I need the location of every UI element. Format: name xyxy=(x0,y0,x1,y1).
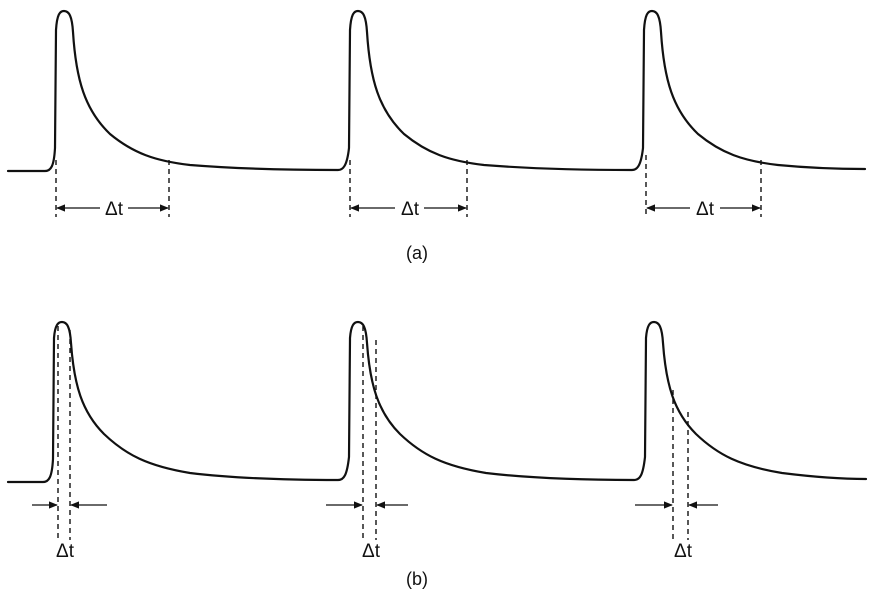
interval-marker-b1: Δt xyxy=(32,326,107,562)
panel-b-waveform xyxy=(6,320,868,484)
interval-label: Δt xyxy=(674,541,693,562)
panel-b: Δt Δt Δt (b) xyxy=(6,320,868,589)
interval-label: Δt xyxy=(362,541,381,562)
interval-label: Δt xyxy=(56,541,75,562)
panel-caption: (a) xyxy=(406,243,428,263)
interval-label: Δt xyxy=(696,199,715,220)
panel-a-waveform xyxy=(6,9,867,173)
interval-marker-a2: Δt xyxy=(349,160,468,220)
interval-label: Δt xyxy=(401,199,420,220)
interval-marker-b2: Δt xyxy=(326,326,408,562)
panel-caption: (b) xyxy=(406,569,428,589)
interval-marker-a1: Δt xyxy=(55,160,170,220)
interval-marker-b3: Δt xyxy=(635,390,718,562)
panel-a: Δt Δt Δt (a) xyxy=(6,9,867,263)
interval-marker-a3: Δt xyxy=(645,155,762,220)
interval-label: Δt xyxy=(105,199,124,220)
